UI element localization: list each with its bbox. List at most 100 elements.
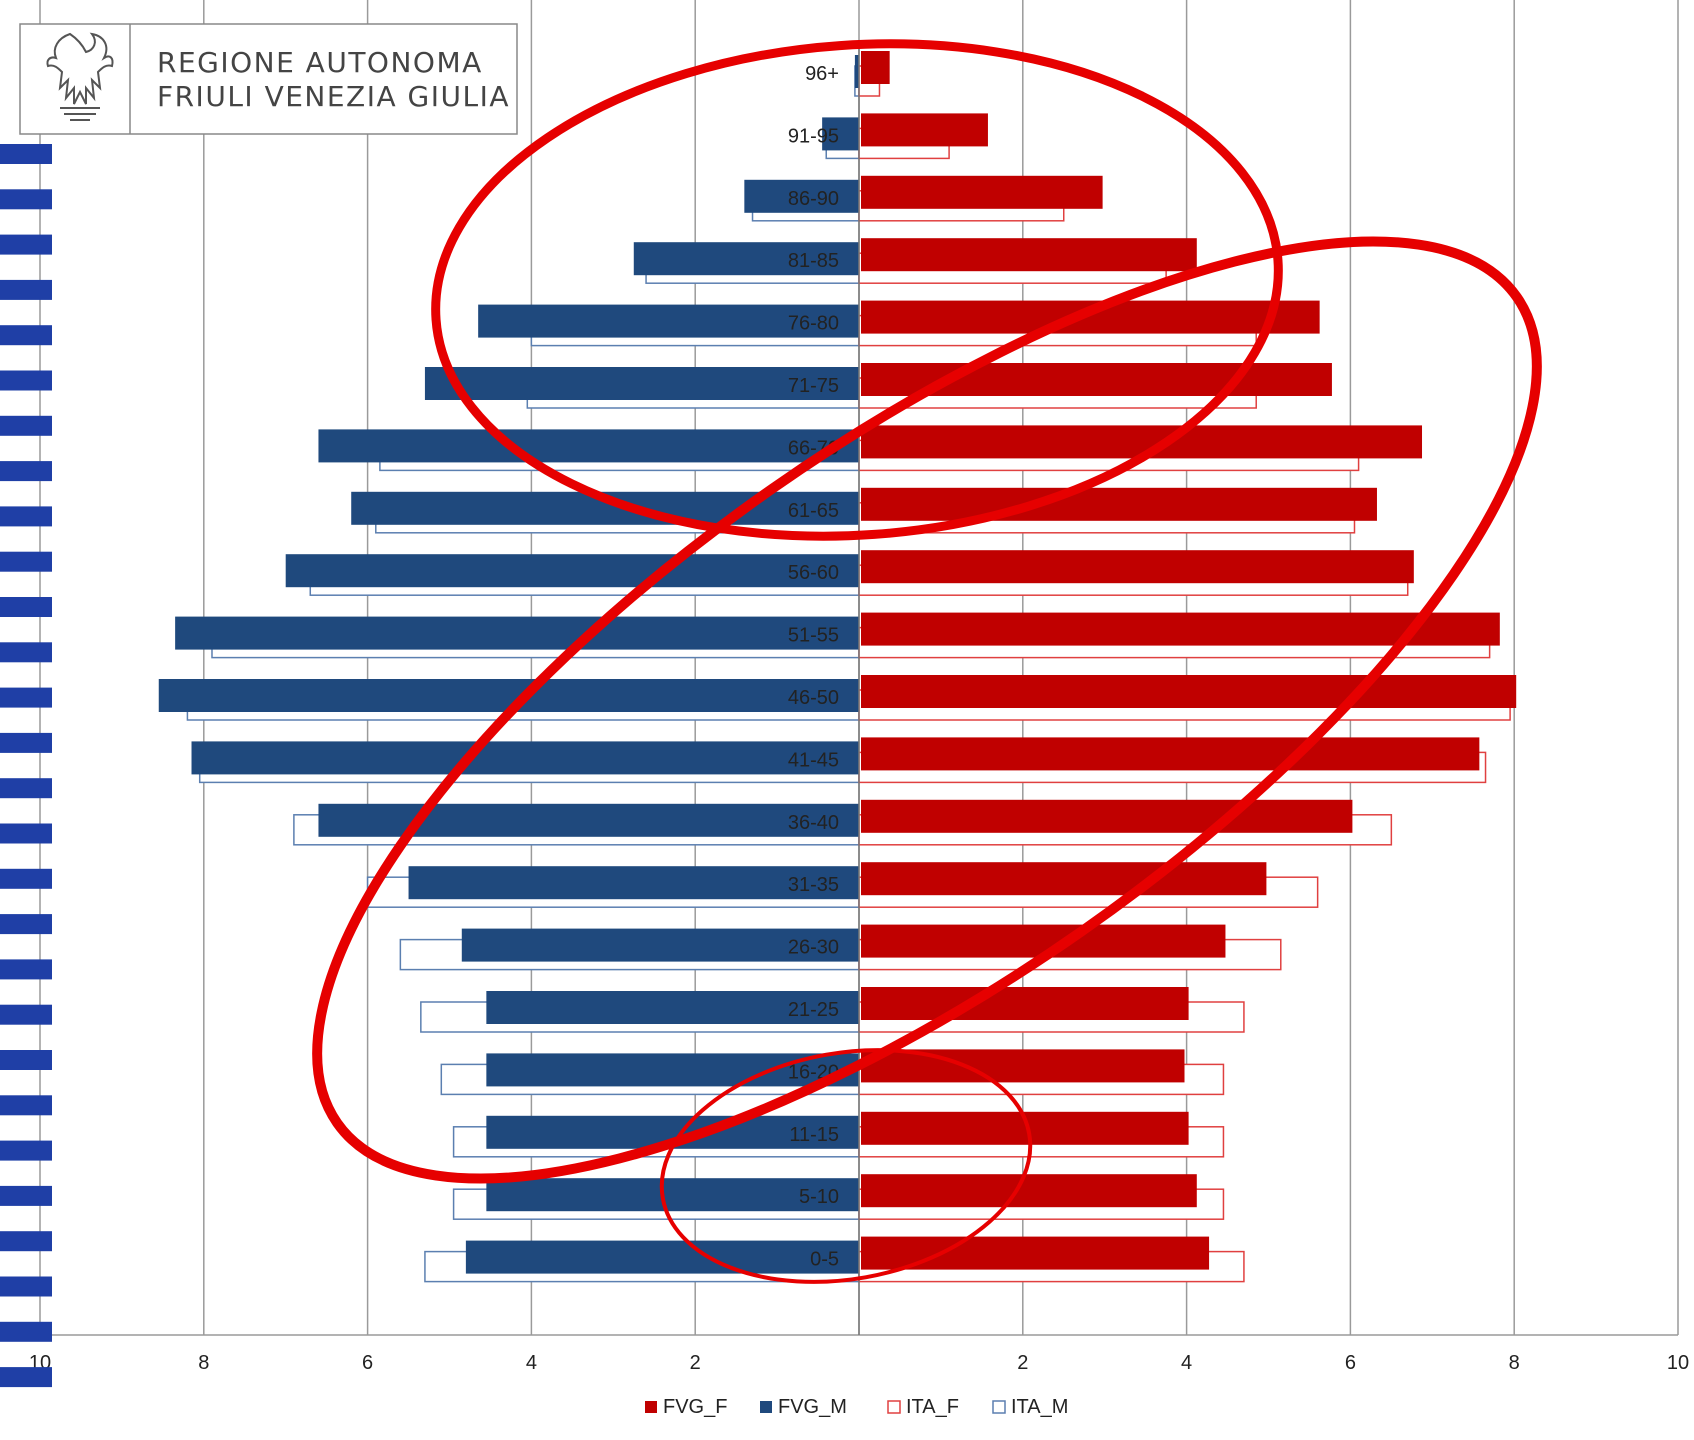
legend-label: FVG_F	[663, 1396, 727, 1418]
bar-fvg-m	[424, 367, 859, 400]
left-dash	[0, 325, 52, 346]
annotation-ellipse-middle	[312, 236, 1542, 1184]
left-dash-decoration	[0, 144, 52, 1388]
left-dash	[0, 868, 52, 889]
bar-fvg-m	[486, 1053, 859, 1087]
bar-fvg-f	[861, 675, 1517, 708]
annotations	[312, 39, 1542, 1284]
logo-line-2: FRIULI VENEZIA GIULIA	[157, 80, 510, 113]
bar-fvg-m	[285, 554, 859, 588]
legend-swatch	[992, 1400, 1006, 1414]
legend-label: FVG_M	[778, 1396, 847, 1418]
left-dash	[0, 1140, 52, 1161]
bar-fvg-m	[478, 304, 859, 338]
x-tick-label: 4	[1181, 1352, 1192, 1374]
left-dash	[0, 506, 52, 527]
left-dash	[0, 1276, 52, 1297]
category-label: 91-95	[788, 125, 839, 147]
category-label: 0-5	[810, 1249, 839, 1271]
bar-fvg-m	[461, 928, 859, 962]
bar-fvg-m	[822, 117, 859, 151]
left-dash	[0, 144, 52, 164]
legend-swatch	[760, 1401, 772, 1413]
left-dash	[0, 1185, 52, 1206]
category-label: 76-80	[788, 313, 839, 335]
category-label: 5-10	[799, 1186, 839, 1208]
category-label: 41-45	[788, 749, 839, 771]
logo-frame	[19, 23, 518, 135]
left-dash	[0, 1095, 52, 1116]
category-label: 86-90	[788, 188, 839, 210]
bar-fvg-m	[465, 1240, 859, 1274]
x-tick-label: 10	[1667, 1352, 1689, 1374]
bar-fvg-f	[861, 612, 1500, 646]
x-tick-label: 8	[198, 1352, 209, 1374]
bar-fvg-m	[486, 991, 859, 1024]
bar-fvg-f	[861, 487, 1377, 521]
bar-fvg-f	[861, 737, 1480, 771]
left-dash	[0, 823, 52, 844]
category-label: 56-60	[788, 562, 839, 584]
legend-swatch	[887, 1400, 901, 1414]
legend-label: ITA_M	[1011, 1396, 1068, 1418]
bar-fvg-f	[861, 1174, 1197, 1208]
left-dash	[0, 1050, 52, 1070]
annotation-ellipse-bottom	[659, 1048, 1033, 1284]
eagle-crest-icon	[46, 32, 114, 121]
category-label: 96+	[805, 63, 839, 85]
left-dash	[0, 551, 52, 572]
left-dash	[0, 1004, 52, 1025]
left-dash	[0, 687, 52, 708]
category-label: 71-75	[788, 375, 839, 397]
left-dash	[0, 234, 52, 255]
bar-fvg-f	[861, 987, 1189, 1020]
x-tick-label: 6	[1345, 1352, 1356, 1374]
left-dash	[0, 1321, 52, 1342]
bar-fvg-f	[861, 799, 1353, 833]
bar-fvg-m	[633, 242, 859, 276]
x-tick-label: 4	[526, 1352, 537, 1374]
category-label: 11-15	[789, 1124, 839, 1146]
bar-fvg-m	[318, 429, 860, 463]
annotation-ellipse-top	[431, 39, 1283, 541]
legend: FVG_F FVG_M ITA_F ITA_M	[645, 1396, 1068, 1418]
x-tick-label: 2	[690, 1352, 701, 1374]
logo-line-1: REGIONE AUTONOMA	[157, 46, 483, 79]
bar-fvg-m	[854, 55, 859, 88]
category-label: 26-30	[788, 937, 839, 959]
category-labels: 96+91-9586-9081-8576-8071-7566-7061-6556…	[788, 63, 839, 1271]
category-label: 51-55	[788, 625, 839, 647]
category-label: 46-50	[788, 687, 839, 709]
left-dash	[0, 189, 52, 210]
bar-fvg-m	[408, 866, 859, 900]
bar-fvg-m	[191, 741, 859, 775]
bar-fvg-f	[861, 550, 1414, 584]
left-dash	[0, 370, 52, 391]
legend-label: ITA_F	[906, 1396, 959, 1418]
bar-fvg-f	[861, 862, 1267, 896]
logo-box: REGIONE AUTONOMA FRIULI VENEZIA GIULIA	[19, 23, 518, 135]
bar-fvg-m	[175, 616, 859, 650]
left-dash	[0, 778, 52, 799]
left-dash	[0, 461, 52, 482]
bar-fvg-m	[486, 1178, 859, 1212]
category-label: 31-35	[788, 874, 839, 896]
left-dash	[0, 1231, 52, 1252]
left-dash	[0, 732, 52, 753]
bar-fvg-m	[744, 179, 859, 213]
legend-swatch	[645, 1401, 657, 1413]
bar-fvg-f	[861, 113, 988, 147]
left-dash	[0, 279, 52, 300]
bar-fvg-f	[861, 175, 1103, 209]
bars	[158, 40, 1517, 1335]
category-label: 36-40	[788, 812, 839, 834]
bar-fvg-f	[861, 238, 1197, 272]
left-dash	[0, 642, 52, 663]
category-label: 81-85	[788, 250, 839, 272]
left-dash	[0, 597, 52, 617]
category-label: 61-65	[788, 500, 839, 522]
bar-fvg-m	[318, 803, 860, 837]
bar-fvg-f	[861, 1049, 1185, 1083]
bar-fvg-f	[861, 51, 890, 84]
